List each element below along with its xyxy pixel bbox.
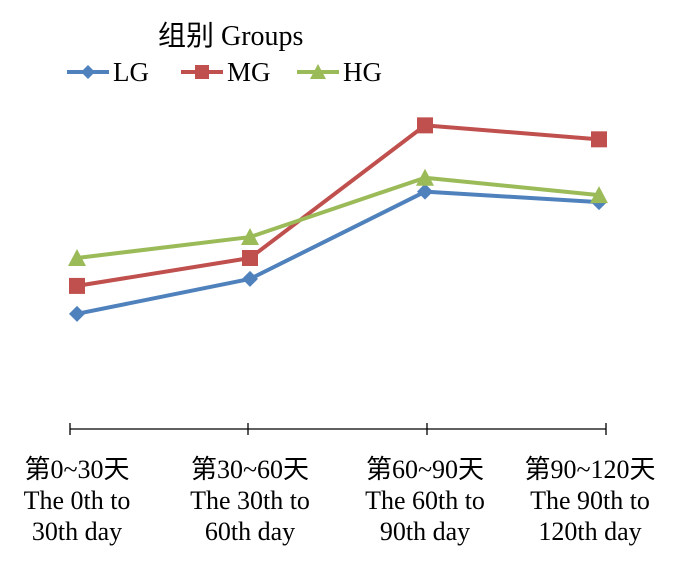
x-tick-label-line: 120th day — [538, 517, 641, 546]
x-tick-label-line: The 90th to — [530, 486, 650, 515]
legend-label: MG — [227, 57, 271, 87]
series-line — [76, 123, 600, 288]
data-point — [241, 228, 259, 246]
legend-swatch-marker — [195, 65, 209, 79]
legend-item: LG — [67, 57, 149, 87]
series-hg — [68, 168, 608, 266]
series-mg — [69, 117, 607, 294]
x-tick-label-line: 第90~120天 — [524, 455, 655, 484]
data-point — [590, 186, 608, 204]
data-point — [242, 249, 258, 266]
data-point — [416, 168, 434, 186]
x-tick-label-line: 30th day — [32, 517, 122, 546]
x-tick-label-line: 90th day — [380, 517, 470, 546]
series-line — [76, 175, 600, 260]
x-tick-label-line: The 30th to — [190, 486, 310, 515]
x-tick-label-line: 第30~60天 — [191, 455, 309, 484]
x-tick-label-line: The 0th to — [24, 486, 131, 515]
legend-title: 组别 Groups — [158, 20, 303, 52]
legend-swatch-marker — [81, 65, 95, 79]
legend-swatch-marker — [310, 64, 326, 79]
data-point — [68, 248, 86, 266]
data-point — [69, 277, 85, 294]
series-lg — [69, 183, 607, 322]
data-point — [242, 270, 258, 287]
legend-label: HG — [343, 57, 382, 87]
legend-items: LG MG HG — [67, 57, 382, 87]
legend-label: LG — [113, 57, 149, 87]
x-axis — [69, 423, 607, 435]
x-tick-label-line: 60th day — [205, 517, 295, 546]
series-layer — [68, 117, 608, 322]
series-line — [76, 189, 600, 316]
data-point — [591, 131, 607, 148]
x-tick-label-line: The 60th to — [365, 486, 485, 515]
x-tick-label-line: 第0~30天 — [24, 455, 129, 484]
x-tick-label-line: 第60~90天 — [366, 455, 484, 484]
legend-item: MG — [181, 57, 271, 87]
data-point — [417, 183, 433, 200]
legend-item: HG — [297, 57, 382, 87]
data-point — [417, 117, 433, 134]
legend: 组别 Groups LG MG HG — [67, 20, 382, 87]
data-point — [69, 305, 85, 322]
